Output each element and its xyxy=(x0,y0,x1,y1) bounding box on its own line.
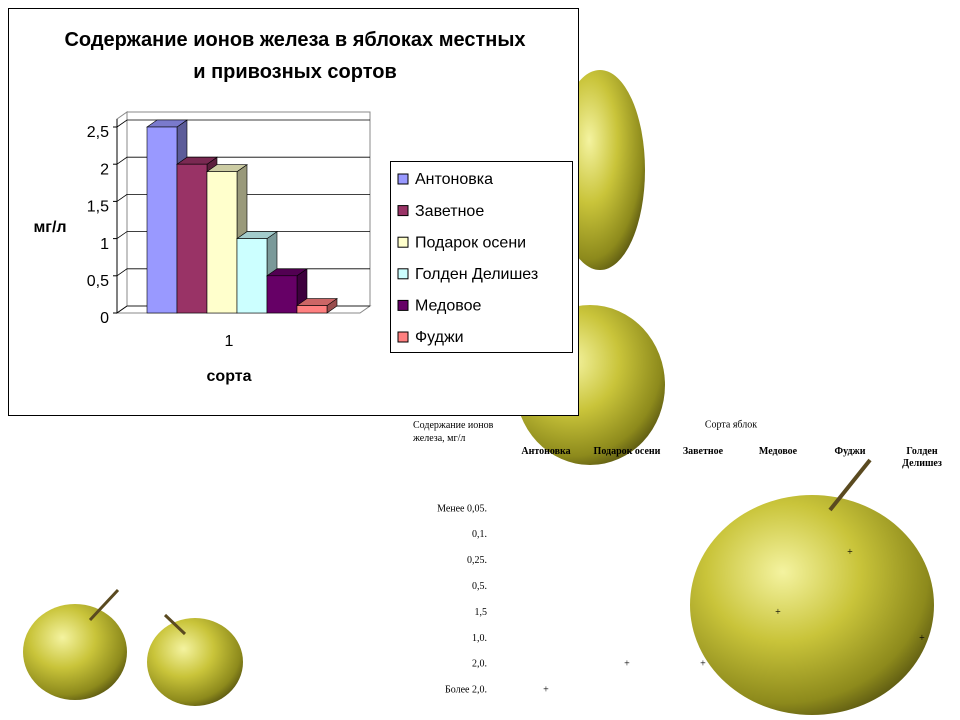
legend-label: Подарок осени xyxy=(415,234,526,251)
side-wall xyxy=(116,111,128,314)
x-tick-label: 1 xyxy=(225,333,234,350)
row-label: 0,25. xyxy=(467,555,487,566)
grid-line xyxy=(116,194,370,202)
row-label: 0,1. xyxy=(472,529,487,540)
table-mark: + xyxy=(919,633,925,644)
legend-swatch xyxy=(397,331,409,343)
table-mark: + xyxy=(775,607,781,618)
table-mark: + xyxy=(847,547,853,558)
bar xyxy=(236,238,268,314)
row-label: 0,5. xyxy=(472,581,487,592)
table-mark: + xyxy=(700,659,706,670)
y-tick-label: 1,5 xyxy=(87,199,109,216)
column-header: Фуджи xyxy=(834,446,866,457)
legend-swatch xyxy=(397,205,409,217)
bar xyxy=(146,126,178,314)
column-header: Подарок осени xyxy=(593,446,661,457)
grid-line xyxy=(116,156,370,165)
bar xyxy=(206,171,238,314)
table-mark: + xyxy=(543,685,549,696)
legend-label: Заветное xyxy=(415,203,484,220)
legend-label: Фуджи xyxy=(415,329,464,346)
y-tick-label: 1 xyxy=(100,236,109,253)
row-label: 2,0. xyxy=(472,659,487,670)
row-label: 1,5 xyxy=(475,607,488,618)
column-header: Заветное xyxy=(682,446,724,457)
y-axis-label: мг/л xyxy=(33,219,66,236)
table-mark: + xyxy=(624,659,630,670)
row-label: Менее 0,05. xyxy=(437,503,487,514)
x-axis-label: сорта xyxy=(207,368,252,385)
column-header: Антоновка xyxy=(521,446,571,457)
legend-swatch xyxy=(397,299,409,311)
column-header: Голден Делишез xyxy=(902,446,942,469)
chart-title: Содержание ионов железа в яблоках местны… xyxy=(64,29,526,83)
grid-line xyxy=(116,119,370,128)
legend-swatch xyxy=(397,268,409,280)
bar xyxy=(296,305,328,314)
legend-swatch xyxy=(397,173,409,185)
row-label: Более 2,0. xyxy=(445,685,487,696)
y-tick-label: 2 xyxy=(100,161,109,178)
row-label: 1,0. xyxy=(472,633,487,644)
legend-label: Голден Делишез xyxy=(415,266,538,283)
bar xyxy=(176,163,208,314)
legend-label: Антоновка xyxy=(415,171,493,188)
legend-swatch xyxy=(397,236,409,248)
bar xyxy=(266,275,298,314)
y-tick-label: 0 xyxy=(100,310,109,327)
table-group-header: Сорта яблок xyxy=(705,419,757,430)
table-corner: Содержание ионов железа, мг/л xyxy=(413,420,494,444)
legend-label: Медовое xyxy=(415,298,482,315)
legend xyxy=(390,161,573,353)
column-header: Медовое xyxy=(758,446,798,457)
y-tick-label: 2,5 xyxy=(87,124,109,141)
grid-line xyxy=(116,231,370,239)
y-tick-label: 0,5 xyxy=(87,273,109,290)
